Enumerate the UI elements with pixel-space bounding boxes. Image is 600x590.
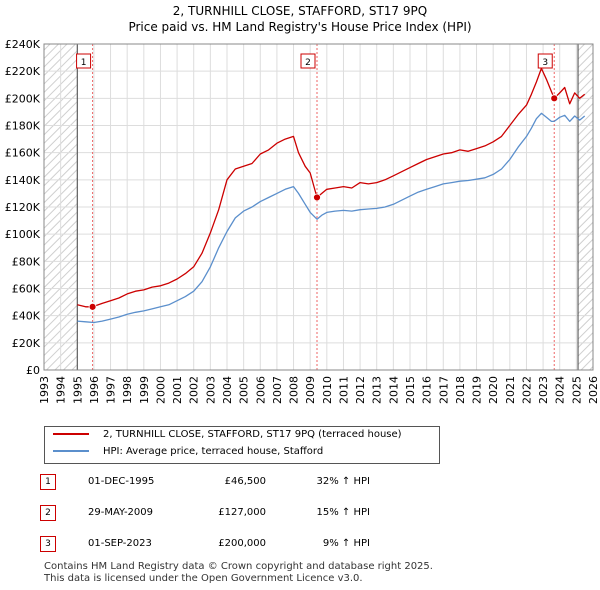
y-tick-label: £60K [12,283,41,296]
sale-marker-box [537,53,553,69]
y-tick-label: £100K [5,228,41,241]
sale-date: 01-DEC-1995 [88,476,155,487]
sale-hpi-diff: 32% ↑ HPI [316,476,370,487]
x-tick-label: 2001 [171,376,184,404]
x-tick-label: 1999 [138,376,151,404]
property-price-line [77,67,586,308]
y-tick-label: £160K [5,147,41,160]
x-tick-label: 2000 [154,376,167,404]
x-tick-label: 2009 [304,376,317,404]
legend-swatch-hpi [53,450,89,452]
x-tick-label: 2019 [471,376,484,404]
y-tick-label: £20K [12,337,41,350]
x-tick-label: 2014 [387,376,400,404]
y-tick-label: £120K [5,201,41,214]
x-tick-label: 2017 [437,376,450,404]
sale-price: £127,000 [218,507,266,518]
sale-price: £200,000 [218,538,266,549]
x-tick-label: 2018 [454,376,467,404]
x-tick-label: 2010 [321,376,334,404]
sale-marker-label: 3 [542,58,548,68]
price-chart: £0 £20K £40K £60K £80K £100K £120K £140K £160K £1… [5,38,600,404]
y-tick-label: £80K [12,255,41,268]
legend-label-hpi: HPI: Average price, terraced house, Staf… [103,446,324,457]
sale-marker: 2 [40,505,56,521]
legend-swatch-property [53,433,89,435]
sale-point [550,94,559,103]
x-tick-label: 2005 [238,376,251,404]
sale-hpi-diff: 9% ↑ HPI [322,538,370,549]
x-tick-label: 2016 [421,376,434,404]
chart-title: 2, TURNHILL CLOSE, STAFFORD, ST17 9PQ [172,4,428,18]
x-tick-label: 1994 [55,376,68,404]
y-tick-label: £220K [5,65,41,78]
sale-point [313,193,321,202]
plot-border [43,43,594,371]
x-tick-label: 2023 [537,376,550,404]
x-tick-label: 2015 [404,376,417,404]
y-tick-label: £240K [5,38,41,51]
legend-item-property: 2, TURNHILL CLOSE, STAFFORD, ST17 9PQ (t… [53,429,402,445]
x-tick-label: 2008 [288,376,301,404]
x-tick-label: 2012 [354,376,367,404]
sale-marker-label: 2 [305,58,311,68]
x-tick-label: 1998 [121,376,134,404]
x-tick-label: 2004 [221,376,234,404]
sale-marker-label: 1 [81,58,87,68]
x-tick-label: 1995 [71,376,84,404]
footer-license: This data is licensed under the Open Gov… [44,573,363,584]
x-tick-label: 2013 [371,376,384,404]
x-tick-label: 2025 [570,376,583,404]
x-tick-label: 2006 [254,376,267,404]
sale-marker: 3 [40,536,56,552]
legend-label-property: 2, TURNHILL CLOSE, STAFFORD, ST17 9PQ (t… [103,429,402,440]
x-tick-label: 1993 [38,376,51,404]
x-tick-label: 2022 [520,376,533,404]
x-tick-label: 2002 [188,376,201,404]
footer-copyright: Contains HM Land Registry data © Crown c… [44,561,433,572]
y-tick-label: £180K [5,120,41,133]
x-tick-label: 2007 [271,376,284,404]
sale-marker-box [300,53,316,69]
sale-price: £46,500 [224,476,266,487]
x-tick-label: 2026 [587,376,600,404]
x-tick-label: 2020 [487,376,500,404]
sale-date: 29-MAY-2009 [88,507,154,518]
sale-marker-box [76,53,92,69]
y-tick-label: £0 [26,364,40,377]
x-tick-label: 2021 [504,376,517,404]
y-tick-label: £40K [12,310,41,323]
legend: 2, TURNHILL CLOSE, STAFFORD, ST17 9PQ (t… [44,426,440,464]
x-tick-label: 2003 [204,376,217,404]
x-tick-label: 2024 [554,376,567,404]
sale-point [88,302,97,311]
x-tick-label: 1997 [105,376,118,404]
x-tick-label: 1996 [88,376,101,404]
y-tick-label: £140K [5,174,41,187]
sale-date: 01-SEP-2023 [88,538,152,549]
chart-subtitle: Price paid vs. HM Land Registry's House … [128,20,472,34]
sale-marker: 1 [40,474,56,490]
y-tick-label: £200K [5,92,41,105]
hpi-line [77,112,586,324]
legend-item-hpi: HPI: Average price, terraced house, Staf… [53,446,323,462]
sale-hpi-diff: 15% ↑ HPI [316,507,370,518]
x-tick-label: 2011 [337,376,350,404]
